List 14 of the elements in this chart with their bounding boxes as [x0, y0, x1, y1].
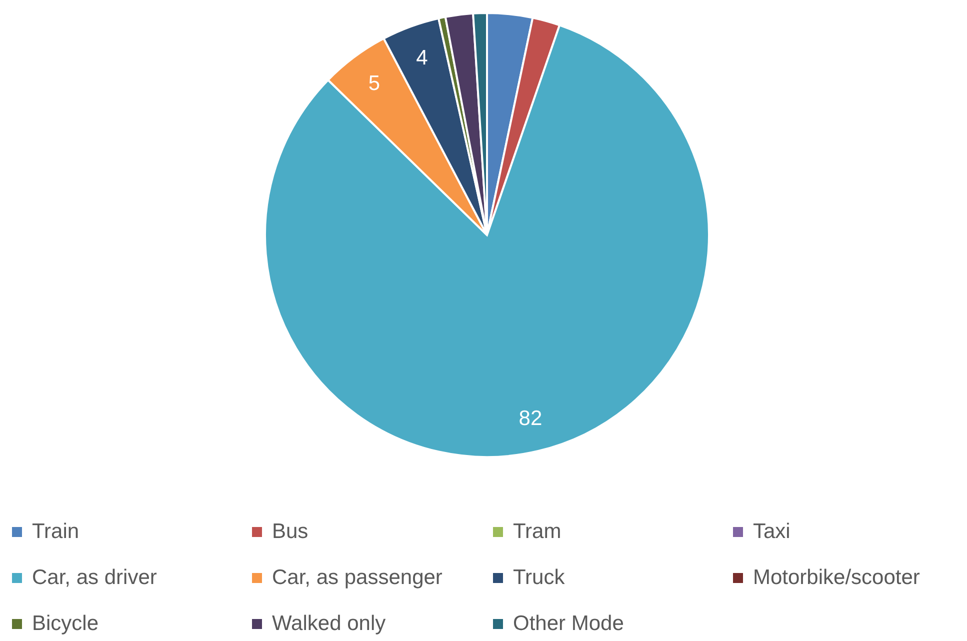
legend-label: Bicycle — [32, 612, 99, 636]
legend-label: Car, as passenger — [272, 566, 442, 590]
legend-label: Other Mode — [513, 612, 624, 636]
legend-label: Walked only — [272, 612, 386, 636]
legend-label: Truck — [513, 566, 565, 590]
data-label: 5 — [368, 72, 380, 96]
legend-label: Tram — [513, 520, 562, 544]
legend-label: Car, as driver — [32, 566, 157, 590]
legend-label: Train — [32, 520, 80, 544]
legend-label: Bus — [272, 520, 308, 544]
data-label: 4 — [416, 46, 428, 70]
legend-label: Motorbike/scooter — [753, 566, 920, 590]
data-label: 82 — [518, 407, 542, 430]
legend-label: Taxi — [753, 520, 790, 544]
